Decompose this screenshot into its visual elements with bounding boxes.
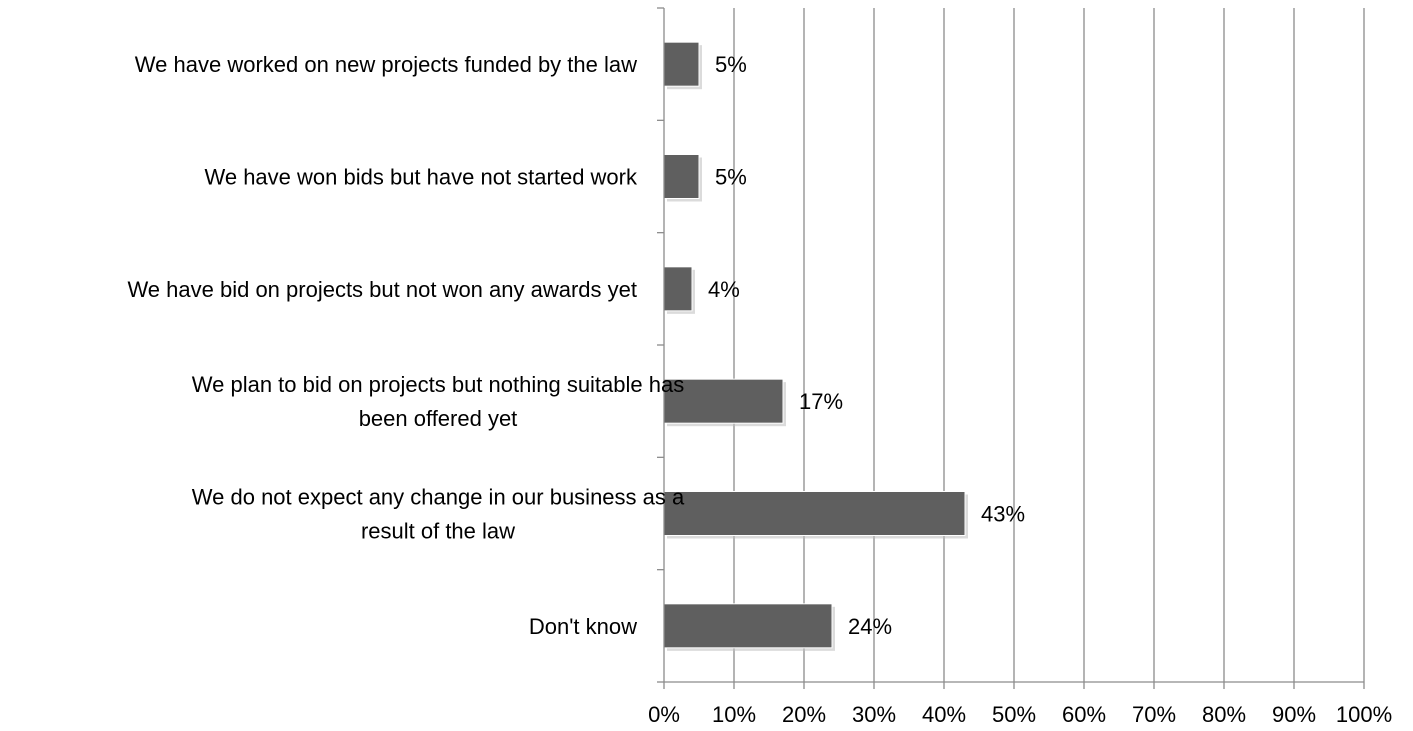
x-tick-label: 80% xyxy=(1202,702,1246,727)
bar xyxy=(663,41,700,87)
x-tick-label: 60% xyxy=(1062,702,1106,727)
data-label: 4% xyxy=(708,277,740,302)
data-label: 17% xyxy=(799,389,843,414)
bars xyxy=(663,41,968,651)
data-label: 24% xyxy=(848,614,892,639)
x-tick-label: 50% xyxy=(992,702,1036,727)
category-label: We have won bids but have not started wo… xyxy=(204,165,638,190)
category-label-line: result of the law xyxy=(361,519,515,544)
x-tick-label: 70% xyxy=(1132,702,1176,727)
x-tick-label: 30% xyxy=(852,702,896,727)
category-label-line: We plan to bid on projects but nothing s… xyxy=(192,372,684,397)
category-label-line: We have worked on new projects funded by… xyxy=(135,52,637,77)
category-label: We plan to bid on projects but nothing s… xyxy=(192,372,684,431)
bar xyxy=(663,603,833,649)
category-label: Don't know xyxy=(529,614,637,639)
category-label-line: been offered yet xyxy=(359,406,518,431)
bar xyxy=(663,491,966,536)
x-tick-label: 90% xyxy=(1272,702,1316,727)
x-tick-label: 20% xyxy=(782,702,826,727)
category-label-line: We have won bids but have not started wo… xyxy=(204,165,638,190)
bar xyxy=(663,378,784,424)
category-label-line: We do not expect any change in our busin… xyxy=(192,485,685,510)
data-label: 5% xyxy=(715,165,747,190)
x-tick-label: 10% xyxy=(712,702,756,727)
bar xyxy=(663,154,700,199)
category-label-line: We have bid on projects but not won any … xyxy=(127,277,637,302)
data-label: 5% xyxy=(715,52,747,77)
category-label: We have worked on new projects funded by… xyxy=(135,52,637,77)
data-label: 43% xyxy=(981,502,1025,527)
x-tick-label: 100% xyxy=(1336,702,1392,727)
category-label: We do not expect any change in our busin… xyxy=(192,485,685,544)
labels: 0% 10% 20% 30% 40% 50% 60% 70% 80% 90% 100% 5% We ha… xyxy=(127,52,1392,727)
category-label-line: Don't know xyxy=(529,614,637,639)
category-label: We have bid on projects but not won any … xyxy=(127,277,637,302)
x-tick-label: 40% xyxy=(922,702,966,727)
y-axis xyxy=(657,7,1365,689)
gridlines xyxy=(733,8,1365,682)
bar xyxy=(663,266,693,312)
x-tick-label: 0% xyxy=(648,702,680,727)
